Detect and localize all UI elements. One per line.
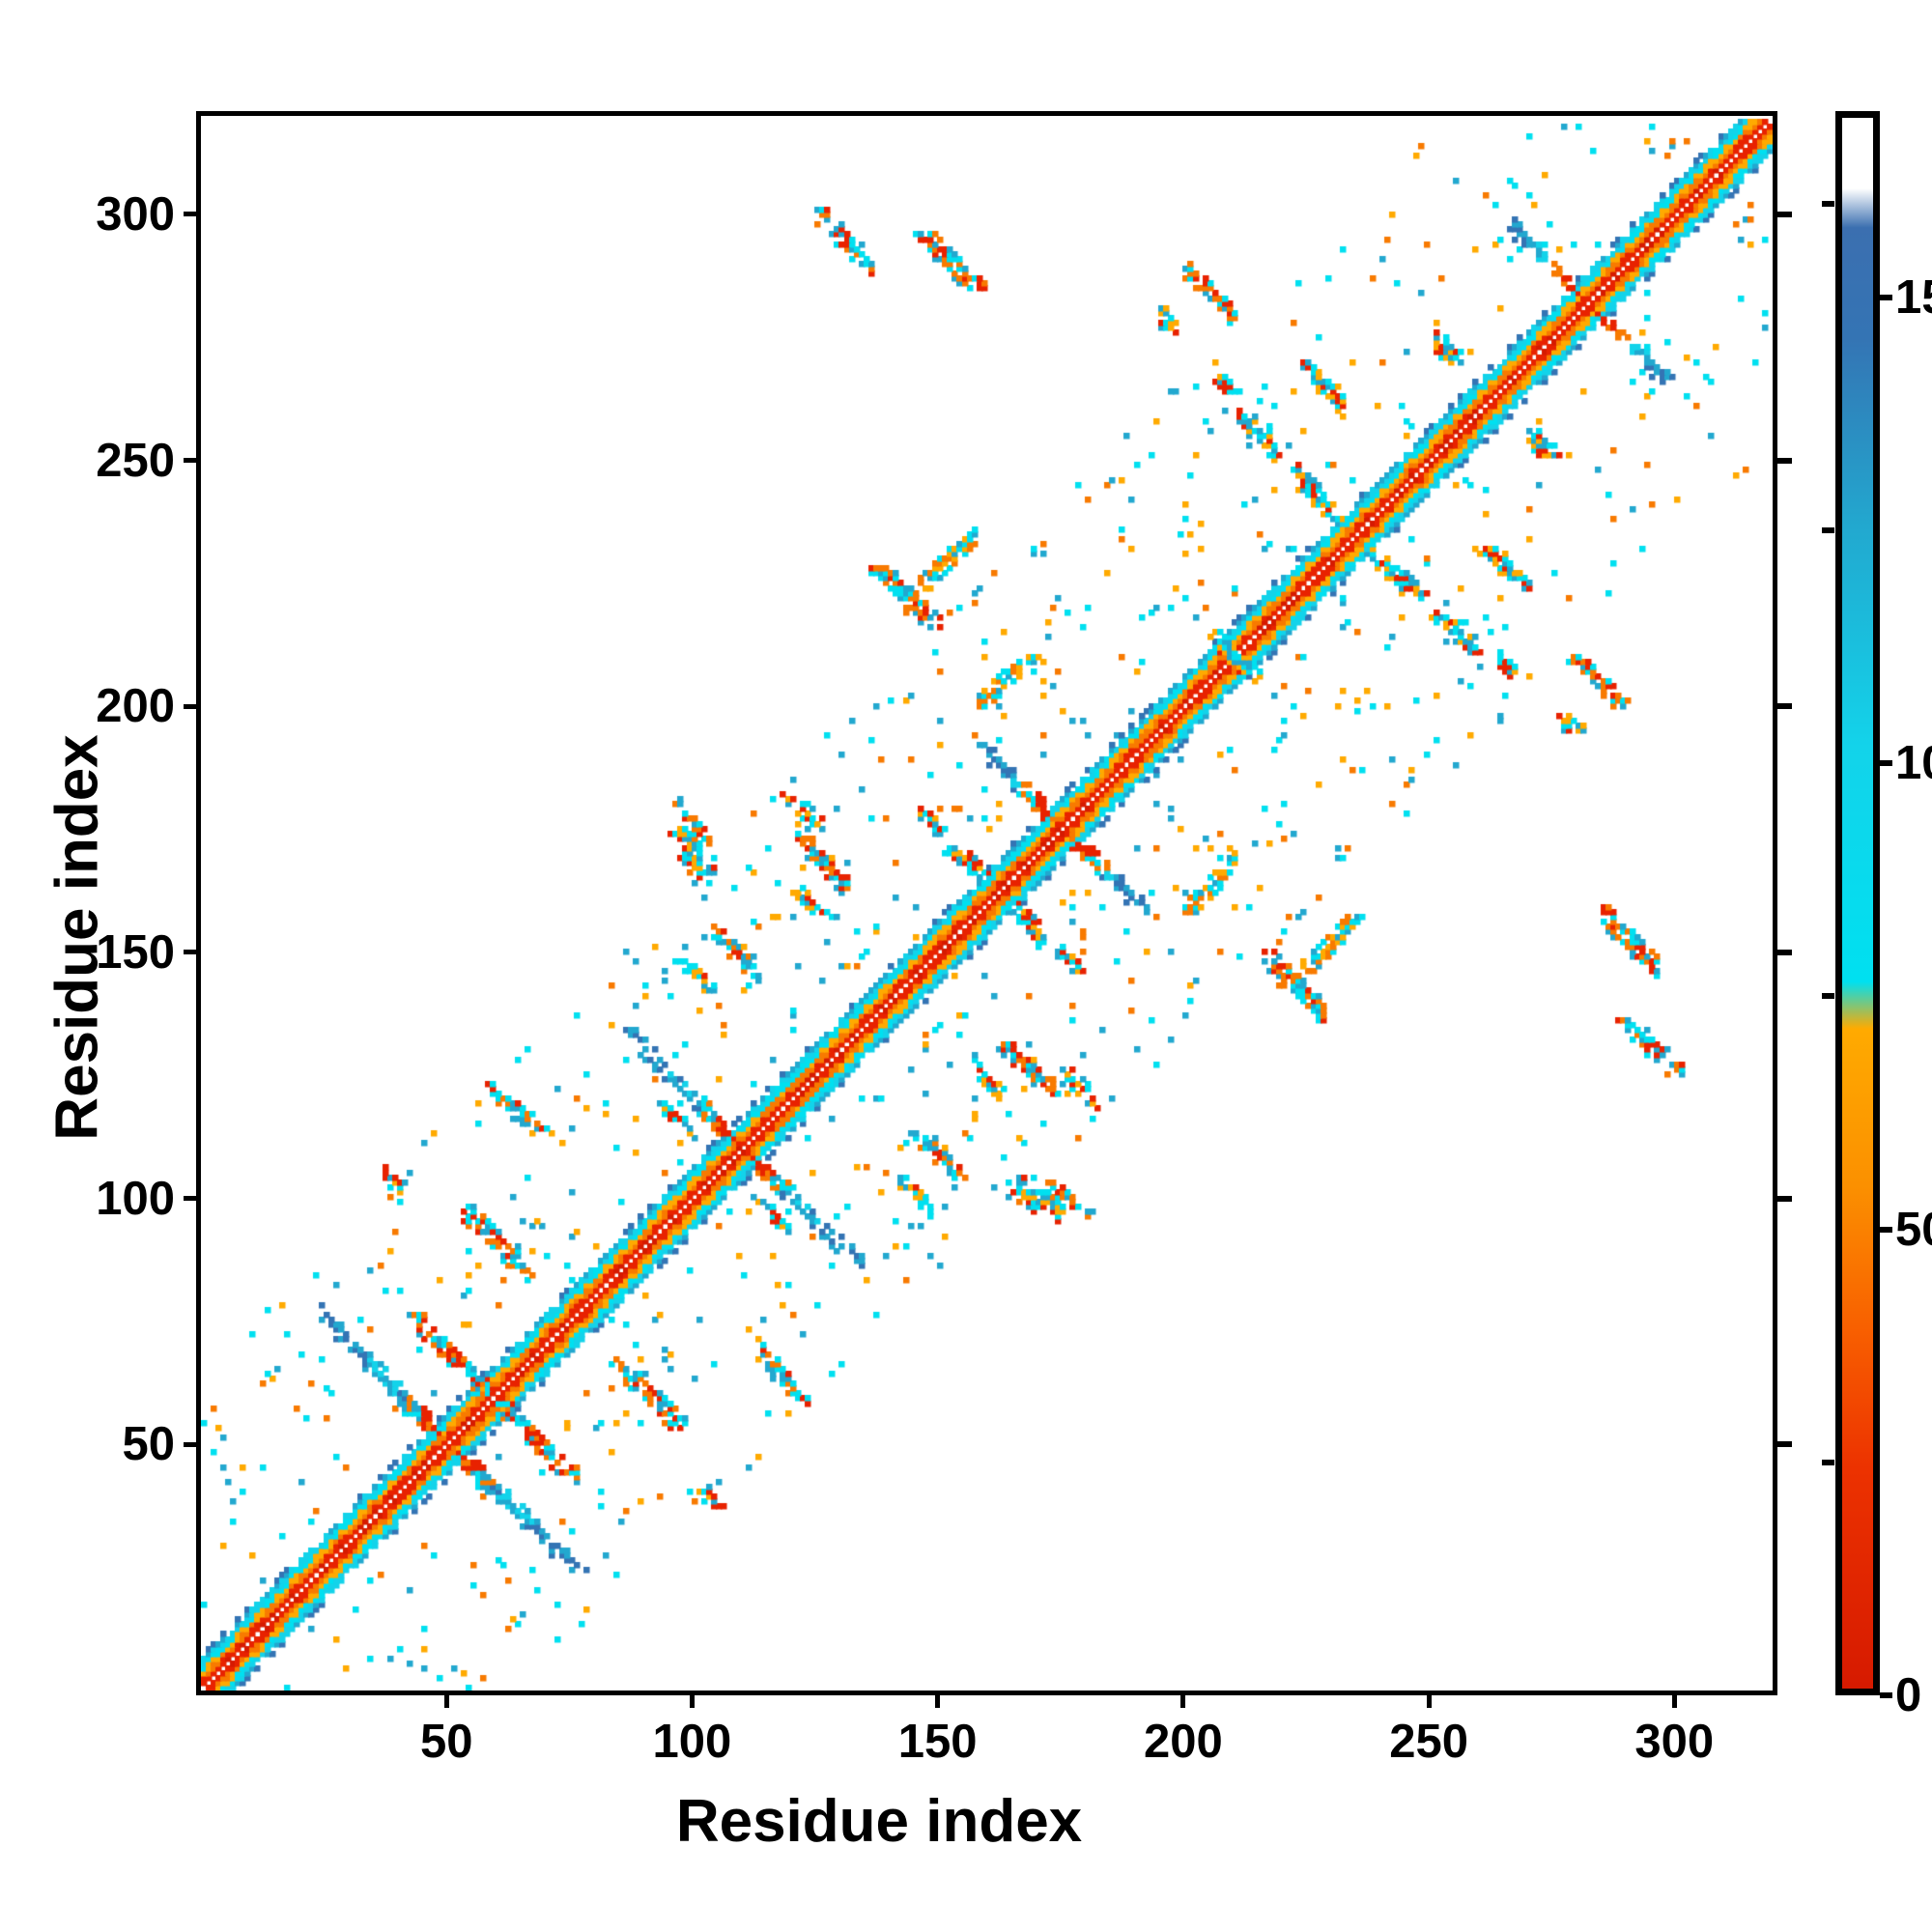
y-tick-mark-right (1777, 703, 1792, 710)
y-tick-label: 50 (122, 1418, 175, 1471)
y-tick-mark-right (1777, 211, 1792, 217)
colorbar-minor-tick (1822, 527, 1834, 534)
x-tick-label: 200 (1143, 1716, 1223, 1768)
colorbar-tick-mark (1880, 1692, 1892, 1698)
x-tick-label: 250 (1389, 1716, 1468, 1768)
colorbar-tick-label: 50 (1895, 1203, 1932, 1256)
colorbar-gradient (1842, 118, 1873, 1689)
y-tick-label: 100 (96, 1172, 175, 1225)
x-tick-mark (443, 1695, 449, 1708)
contact-map-canvas[interactable] (201, 116, 1773, 1690)
y-tick-mark (184, 1441, 196, 1447)
colorbar-minor-tick (1822, 993, 1834, 1000)
colorbar-tick-label: 0 (1895, 1669, 1922, 1721)
contact-map-plot[interactable] (196, 111, 1777, 1695)
x-axis-title: Residue index (0, 1787, 1932, 1856)
colorbar-tick-mark (1880, 294, 1892, 300)
y-tick-mark (184, 212, 196, 217)
colorbar-minor-tick (1822, 1459, 1834, 1465)
y-tick-mark-right (1777, 457, 1792, 464)
y-tick-mark (184, 703, 196, 709)
y-tick-mark-right (1777, 1441, 1792, 1448)
x-tick-mark (1180, 1695, 1186, 1708)
y-tick-mark (184, 1196, 196, 1202)
x-tick-label: 150 (897, 1716, 978, 1768)
colorbar-track (1835, 111, 1880, 1695)
y-tick-mark-right (1777, 1195, 1792, 1202)
colorbar-tick-mark (1880, 760, 1892, 767)
x-tick-label: 50 (419, 1716, 473, 1768)
colorbar-tick-label: 150 (1895, 270, 1932, 324)
x-tick-mark (689, 1695, 695, 1708)
colorbar-minor-tick (1822, 201, 1834, 208)
colorbar-tick-mark (1880, 1226, 1892, 1233)
y-tick-mark (184, 950, 196, 955)
colorbar[interactable]: 0 50 100 150 (1822, 111, 1932, 1721)
x-tick-mark (1426, 1695, 1432, 1708)
x-axis-title-text: Residue index (675, 1788, 1083, 1855)
y-tick-label: 300 (96, 187, 175, 241)
x-tick-mark (935, 1695, 941, 1708)
x-tick-label: 300 (1634, 1716, 1715, 1768)
colorbar-tick-label: 100 (1895, 737, 1932, 790)
x-tick-mark (1671, 1695, 1677, 1708)
y-tick-label: 200 (96, 680, 175, 733)
y-tick-mark-right (1777, 949, 1792, 955)
x-tick-label: 100 (652, 1716, 732, 1768)
y-tick-label: 250 (96, 434, 175, 487)
y-axis-title: Residue index (43, 734, 111, 1141)
y-tick-mark (184, 458, 196, 464)
y-tick-label: 150 (96, 925, 175, 979)
